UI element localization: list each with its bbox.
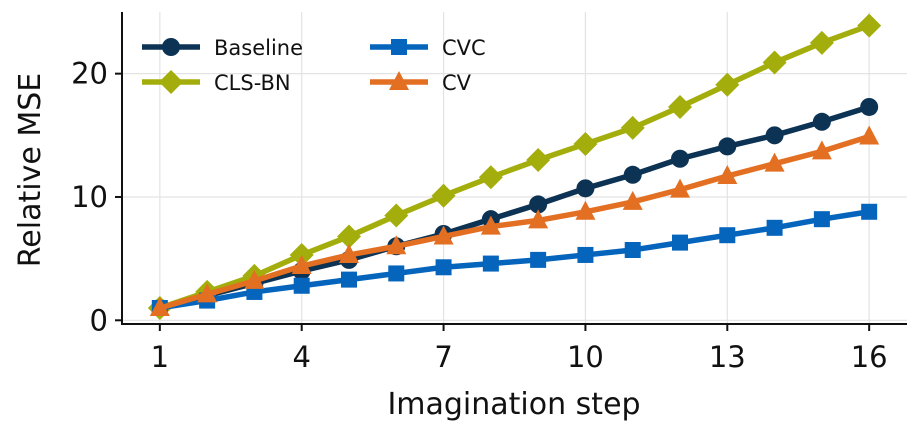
- data-point-cv: [291, 255, 312, 275]
- data-point-baseline: [812, 112, 831, 131]
- data-point-cls-bn: [857, 13, 882, 38]
- data-point-cvc: [577, 246, 594, 263]
- data-point-cvc: [672, 234, 689, 251]
- data-point-cv: [386, 235, 407, 255]
- legend-marker-baseline: [162, 38, 180, 56]
- data-point-baseline: [718, 137, 737, 156]
- series-cv: [149, 125, 880, 316]
- x-tick-label: 16: [851, 340, 888, 374]
- data-point-baseline: [860, 97, 879, 116]
- data-point-cls-bn: [762, 50, 787, 75]
- axes: [121, 12, 907, 325]
- legend-item-cvc: CVC: [370, 36, 486, 60]
- data-point-cls-bn: [668, 94, 693, 119]
- data-point-cv: [859, 125, 880, 145]
- x-axis-title: Imagination step: [387, 387, 640, 422]
- data-point-cv: [244, 269, 265, 289]
- data-point-cls-bn: [573, 131, 598, 156]
- x-tick-label: 10: [567, 340, 604, 374]
- data-point-cv: [717, 165, 738, 185]
- data-point-cv: [575, 200, 596, 220]
- data-point-cvc: [293, 277, 310, 294]
- data-point-cvc: [813, 211, 830, 228]
- series-line-cls-bn: [157, 22, 872, 311]
- data-point-cvc: [624, 242, 641, 259]
- data-point-cv: [811, 140, 832, 160]
- data-point-cvc: [482, 255, 499, 272]
- data-point-cv: [528, 209, 549, 229]
- data-point-cls-bn: [431, 183, 456, 208]
- data-point-cv: [197, 283, 218, 303]
- ticks: 1 4 7 10 13 16 0 10 20: [71, 57, 888, 374]
- data-point-cvc: [435, 259, 452, 276]
- data-point-cvc: [719, 227, 736, 244]
- series-group: [147, 13, 882, 320]
- x-tick-label: 4: [292, 340, 310, 374]
- data-point-cls-bn: [620, 115, 645, 140]
- x-tick-label: 7: [434, 340, 452, 374]
- data-point-cv: [433, 225, 454, 245]
- legend-label-cls-bn: CLS-BN: [214, 71, 291, 95]
- data-point-cls-bn: [478, 165, 503, 190]
- x-tick-label: 1: [151, 340, 169, 374]
- legend-item-cls-bn: CLS-BN: [142, 70, 291, 95]
- legend: Baseline CLS-BN CVC CV: [142, 36, 486, 95]
- legend-marker-cvc: [391, 39, 407, 55]
- data-point-cv: [480, 215, 501, 235]
- y-axis-title: Relative MSE: [13, 73, 48, 267]
- legend-marker-cv: [389, 71, 409, 90]
- data-point-cls-bn: [526, 147, 551, 172]
- series-line-baseline: [157, 104, 872, 311]
- data-point-cv: [338, 243, 359, 263]
- data-point-baseline: [529, 195, 548, 214]
- data-point-cvc: [861, 203, 878, 220]
- data-point-cls-bn: [289, 242, 314, 267]
- data-point-cls-bn: [384, 203, 409, 228]
- legend-marker-cls-bn: [159, 70, 183, 94]
- y-tick-label: 20: [71, 57, 108, 91]
- series-line-cv: [157, 133, 872, 311]
- data-point-cv: [670, 178, 691, 198]
- legend-item-baseline: Baseline: [142, 36, 303, 60]
- data-point-cv: [764, 152, 785, 172]
- legend-item-cv: CV: [370, 71, 472, 95]
- data-point-cv: [149, 296, 170, 316]
- data-point-cvc: [388, 265, 405, 282]
- y-tick-label: 0: [90, 303, 108, 337]
- legend-label-baseline: Baseline: [214, 36, 303, 60]
- data-point-baseline: [576, 179, 595, 198]
- data-point-cvc: [340, 271, 357, 288]
- data-point-cls-bn: [809, 30, 834, 55]
- legend-label-cvc: CVC: [442, 36, 486, 60]
- series-line-cvc: [157, 209, 872, 311]
- x-tick-label: 13: [709, 340, 746, 374]
- data-point-cls-bn: [715, 72, 740, 97]
- data-point-cv: [622, 190, 643, 210]
- data-point-cls-bn: [336, 224, 361, 249]
- y-tick-label: 10: [71, 180, 108, 214]
- data-point-baseline: [671, 149, 690, 168]
- data-point-baseline: [623, 165, 642, 184]
- series-cvc: [151, 203, 878, 316]
- data-point-baseline: [765, 126, 784, 145]
- data-point-cvc: [530, 251, 547, 268]
- data-point-cvc: [766, 219, 783, 236]
- legend-label-cv: CV: [442, 71, 472, 95]
